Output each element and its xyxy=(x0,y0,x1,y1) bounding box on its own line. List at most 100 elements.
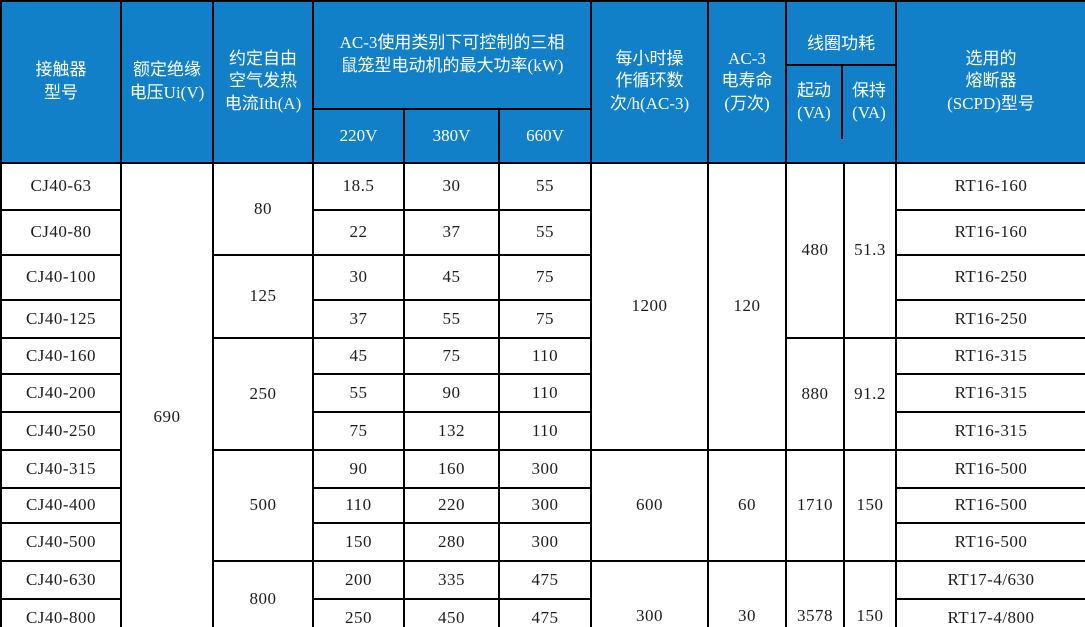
header-thermal-current: 约定自由 空气发热 电流Ith(A) xyxy=(212,0,314,164)
coil-start-cell: 1710 xyxy=(785,448,845,562)
model-cell: CJ40-400 xyxy=(0,486,122,524)
kw380-cell: 75 xyxy=(403,336,500,375)
kw220-cell: 30 xyxy=(312,253,405,301)
kw380-cell: 132 xyxy=(403,410,500,451)
model-cell: CJ40-800 xyxy=(0,597,122,627)
life-cell: 120 xyxy=(707,161,787,451)
table-row: CJ40-100 125 30 45 75 RT16-250 xyxy=(0,253,1085,339)
kw660-cell: 55 xyxy=(498,161,592,211)
kw380-cell: 220 xyxy=(403,486,500,524)
header-coil-power-label: 线圈功耗 xyxy=(788,25,894,66)
header-voltage-220: 220V xyxy=(312,108,405,164)
kw660-cell: 75 xyxy=(498,253,592,301)
header-voltage-380: 380V xyxy=(403,108,500,164)
table-row: CJ40-630 800 200 335 475 300 30 3578 150… xyxy=(0,559,1085,627)
cycles-cell: 1200 xyxy=(590,161,709,451)
coil-start-cell: 3578 xyxy=(785,559,845,627)
kw220-cell: 250 xyxy=(312,597,405,627)
kw660-cell: 475 xyxy=(498,597,592,627)
kw380-cell: 160 xyxy=(403,448,500,489)
kw220-cell: 18.5 xyxy=(312,161,405,211)
coil-header-block: 线圈功耗 起动 (VA) 保持 (VA) xyxy=(788,25,894,139)
table-body: CJ40-63 690 80 18.5 30 55 1200 120 480 5… xyxy=(0,161,1085,627)
fuse-cell: RT16-160 xyxy=(895,208,1085,256)
kw380-cell: 450 xyxy=(403,597,500,627)
kw380-cell: 90 xyxy=(403,372,500,413)
cycles-cell: 300 xyxy=(590,559,709,627)
kw660-cell: 300 xyxy=(498,486,592,524)
model-cell: CJ40-63 xyxy=(0,161,122,211)
ith-cell: 800 xyxy=(212,559,314,627)
kw660-cell: 475 xyxy=(498,559,592,600)
table-row: CJ40-250 75 132 110 RT16-315 xyxy=(0,410,1085,451)
cycles-cell: 600 xyxy=(590,448,709,562)
kw220-cell: 200 xyxy=(312,559,405,600)
header-electrical-life: AC-3 电寿命 (万次) xyxy=(707,0,787,164)
fuse-cell: RT17-4/630 xyxy=(895,559,1085,600)
header-insulation-voltage: 额定绝缘 电压Ui(V) xyxy=(120,0,214,164)
fuse-cell: RT16-250 xyxy=(895,253,1085,301)
table-row: CJ40-125 37 55 75 RT16-250 xyxy=(0,298,1085,339)
kw660-cell: 55 xyxy=(498,208,592,256)
model-cell: CJ40-500 xyxy=(0,521,122,562)
fuse-cell: RT16-315 xyxy=(895,410,1085,451)
model-cell: CJ40-100 xyxy=(0,253,122,301)
coil-start-cell: 480 xyxy=(785,161,845,339)
life-cell: 60 xyxy=(707,448,787,562)
model-cell: CJ40-80 xyxy=(0,208,122,256)
kw660-cell: 110 xyxy=(498,336,592,375)
coil-hold-cell: 150 xyxy=(843,448,897,562)
kw660-cell: 75 xyxy=(498,298,592,339)
header-fuse: 选用的 熔断器 (SCPD)型号 xyxy=(895,0,1085,164)
coil-hold-cell: 91.2 xyxy=(843,336,897,451)
header-ac3-power-group: AC-3使用类别下可控制的三相 鼠笼型电动机的最大功率(kW) xyxy=(312,0,592,111)
fuse-cell: RT16-315 xyxy=(895,372,1085,413)
kw220-cell: 45 xyxy=(312,336,405,375)
kw380-cell: 30 xyxy=(403,161,500,211)
ith-cell: 80 xyxy=(212,161,314,256)
kw380-cell: 45 xyxy=(403,253,500,301)
coil-hold-cell: 51.3 xyxy=(843,161,897,339)
kw220-cell: 150 xyxy=(312,521,405,562)
kw380-cell: 280 xyxy=(403,521,500,562)
fuse-cell: RT16-160 xyxy=(895,161,1085,211)
kw660-cell: 300 xyxy=(498,448,592,489)
table-row: CJ40-315 500 90 160 300 600 60 1710 150 … xyxy=(0,448,1085,562)
table-row: CJ40-800 250 450 475 RT17-4/800 xyxy=(0,597,1085,627)
fuse-cell: RT16-250 xyxy=(895,298,1085,339)
header-cycles-per-hour: 每小时操 作循环数 次/h(AC-3) xyxy=(590,0,709,164)
ith-cell: 500 xyxy=(212,448,314,562)
kw380-cell: 335 xyxy=(403,559,500,600)
coil-subheader-row: 起动 (VA) 保持 (VA) xyxy=(788,65,894,139)
kw220-cell: 22 xyxy=(312,208,405,256)
model-cell: CJ40-160 xyxy=(0,336,122,375)
fuse-cell: RT16-500 xyxy=(895,448,1085,489)
kw660-cell: 300 xyxy=(498,521,592,562)
kw220-cell: 90 xyxy=(312,448,405,489)
model-cell: CJ40-125 xyxy=(0,298,122,339)
table-header: 接触器 型号 额定绝缘 电压Ui(V) 约定自由 空气发热 电流Ith(A) A… xyxy=(0,0,1085,164)
kw220-cell: 37 xyxy=(312,298,405,339)
table-row: CJ40-200 55 90 110 RT16-315 xyxy=(0,372,1085,413)
header-model: 接触器 型号 xyxy=(0,0,122,164)
kw220-cell: 110 xyxy=(312,486,405,524)
table-row: CJ40-80 22 37 55 RT16-160 xyxy=(0,208,1085,256)
model-cell: CJ40-315 xyxy=(0,448,122,489)
life-cell: 30 xyxy=(707,559,787,627)
ith-cell: 250 xyxy=(212,336,314,451)
ith-cell: 125 xyxy=(212,253,314,339)
fuse-cell: RT17-4/800 xyxy=(895,597,1085,627)
kw660-cell: 110 xyxy=(498,410,592,451)
header-voltage-660: 660V xyxy=(498,108,592,164)
model-cell: CJ40-200 xyxy=(0,372,122,413)
kw220-cell: 75 xyxy=(312,410,405,451)
header-coil-power-group: 线圈功耗 起动 (VA) 保持 (VA) xyxy=(785,0,897,164)
table-row: CJ40-500 150 280 300 RT16-500 xyxy=(0,521,1085,562)
kw660-cell: 110 xyxy=(498,372,592,413)
fuse-cell: RT16-500 xyxy=(895,486,1085,524)
header-coil-start: 起动 (VA) xyxy=(788,65,843,139)
table-row: CJ40-63 690 80 18.5 30 55 1200 120 480 5… xyxy=(0,161,1085,627)
kw220-cell: 55 xyxy=(312,372,405,413)
